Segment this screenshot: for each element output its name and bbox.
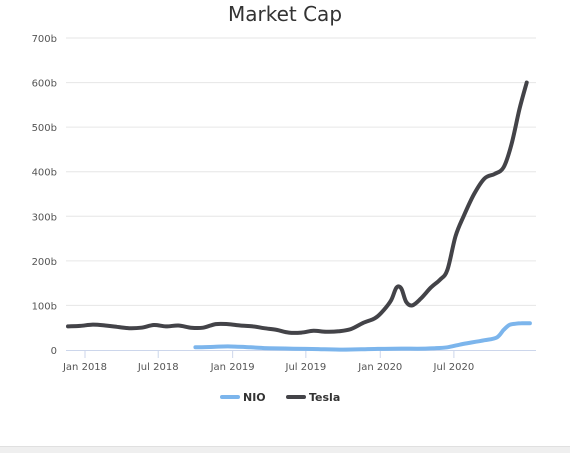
legend-label: Tesla [309,391,340,404]
x-axis-labels: Jan 2018 Jul 2018 Jan 2019 Jul 2019 Jan 2020… [62,362,474,373]
series-line-nio[interactable] [193,321,532,352]
y-tick-label: 700b [32,34,57,45]
legend-label: NIO [243,391,266,404]
x-tick-label: Jan 2019 [210,362,255,373]
legend[interactable]: NIO Tesla [220,391,340,404]
series-lines [66,80,532,352]
y-tick-label: 300b [32,212,57,223]
x-axis [66,350,536,358]
y-tick-label: 500b [32,123,57,134]
x-tick-label: Jul 2018 [137,362,179,373]
bottom-bar [0,446,570,453]
x-tick-label: Jul 2019 [285,362,327,373]
x-tick-label: Jul 2020 [433,362,475,373]
x-tick-label: Jan 2020 [357,362,402,373]
y-tick-label: 200b [32,257,57,268]
chart-title: Market Cap [227,2,343,26]
y-tick-label: 100b [32,301,57,312]
x-tick-label: Jan 2018 [62,362,107,373]
y-tick-label: 600b [32,79,57,90]
legend-item-tesla[interactable]: Tesla [286,391,340,404]
y-axis-labels: 0 100b 200b 300b 400b 500b 600b 700b [32,34,57,357]
y-tick-label: 0 [51,346,57,357]
series-line-tesla[interactable] [66,80,529,335]
grid-lines [66,37,536,306]
legend-item-nio[interactable]: NIO [220,391,266,404]
y-tick-label: 400b [32,168,57,179]
